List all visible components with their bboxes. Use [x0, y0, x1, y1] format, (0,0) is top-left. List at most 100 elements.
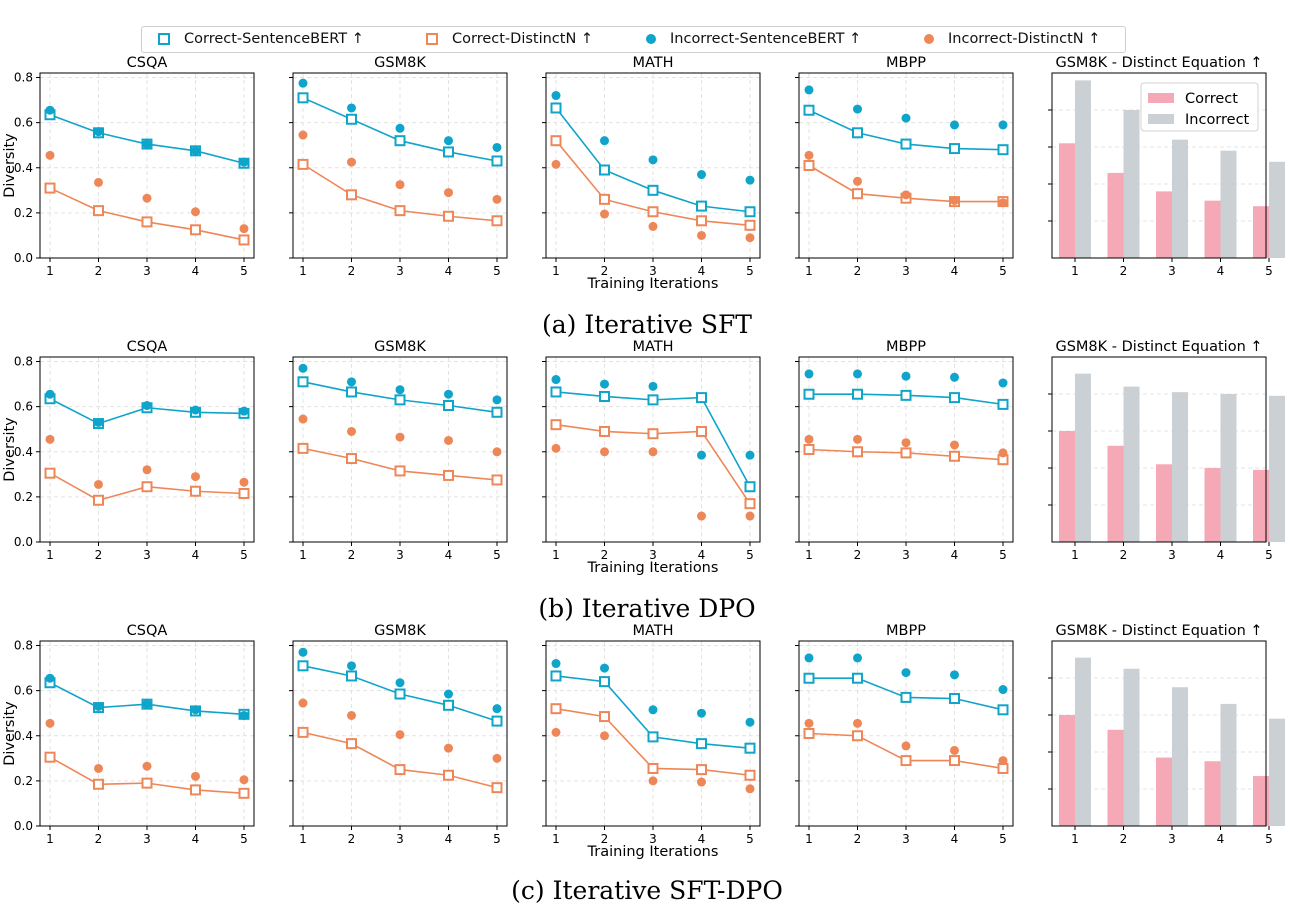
data-point-circle [648, 776, 658, 786]
panel-frame [292, 640, 508, 827]
data-point-square [647, 184, 659, 196]
panel-frame [39, 356, 255, 543]
data-point-circle [298, 363, 308, 373]
data-point-square [803, 728, 815, 739]
data-point-circle [901, 741, 911, 751]
panel-line-2-2: GSM8K 1 2 3 4 5 [289, 339, 508, 562]
data-point-circle [745, 784, 755, 794]
data-point-circle [142, 465, 152, 475]
bar-legend: Correct Incorrect [1140, 82, 1259, 132]
data-point-square [949, 755, 960, 767]
y-tick-label: 0.8 [14, 639, 33, 653]
data-point-circle [745, 175, 755, 185]
data-point-circle [239, 157, 249, 167]
data-point-circle [853, 718, 862, 728]
panel-line-2-4: MBPP 1 2 3 4 5 [795, 339, 1014, 562]
bar-incorrect [1172, 139, 1188, 258]
data-point-circle [444, 389, 453, 399]
bar-correct [1156, 464, 1172, 542]
data-point-circle [853, 434, 862, 444]
bar-correct [1204, 468, 1221, 542]
bar-correct [1253, 469, 1269, 542]
panel-frame [545, 640, 761, 827]
x-tick-label: 3 [902, 548, 910, 562]
x-tick-label: 4 [698, 832, 706, 846]
data-point-square [900, 691, 912, 703]
data-point-circle [745, 511, 755, 521]
data-point-circle [191, 146, 200, 156]
x-tick-label: 4 [445, 264, 453, 278]
data-point-circle [745, 233, 755, 243]
x-axis-label: Training Iterations [587, 276, 719, 292]
data-point-circle [853, 369, 862, 379]
x-tick-label: 4 [951, 264, 959, 278]
y-tick-label: 0.4 [14, 729, 33, 743]
y-axis-label: Diversity [2, 417, 18, 482]
x-tick-label: 2 [348, 548, 356, 562]
data-point-circle [395, 180, 405, 190]
panel-line-3-2: GSM8K 1 2 3 4 5 [289, 623, 508, 846]
data-point-circle [901, 371, 911, 381]
data-point-square [852, 446, 863, 458]
data-point-circle [600, 209, 609, 219]
data-point-square [647, 762, 659, 774]
panel-frame [1051, 640, 1267, 827]
bar-incorrect [1172, 392, 1188, 542]
data-point-square [647, 394, 659, 406]
panel-frame [39, 640, 255, 827]
x-tick-label: 5 [999, 264, 1007, 278]
x-tick-label: 1 [299, 264, 307, 278]
x-tick-label: 1 [1071, 264, 1079, 278]
data-point-square [44, 751, 56, 763]
panel-frame [798, 356, 1014, 543]
panel-bar-1-5: GSM8K - Distinct Equation ↑ 1 2 3 4 5 Correct I… [1048, 55, 1285, 278]
panel-title: GSM8K - Distinct Equation ↑ [1055, 623, 1262, 639]
data-point-square [93, 778, 104, 790]
data-point-circle [347, 710, 356, 720]
x-tick-label: 4 [951, 832, 959, 846]
panel-title: GSM8K [374, 339, 426, 355]
data-point-square [394, 135, 406, 147]
y-tick-label: 0.2 [14, 206, 33, 220]
data-point-circle [492, 704, 502, 714]
y-tick-label: 0.2 [14, 774, 33, 788]
panel-frame [545, 356, 761, 543]
data-point-square [599, 711, 610, 723]
bar-incorrect [1123, 110, 1140, 258]
data-point-square [443, 400, 454, 412]
x-tick-label: 2 [601, 264, 609, 278]
data-point-square [599, 390, 610, 402]
x-tick-label: 1 [552, 548, 560, 562]
data-point-square [297, 376, 309, 388]
panel-line-3-3: MATH 1 2 3 4 5 [542, 623, 761, 846]
bar-incorrect [1075, 657, 1091, 826]
bar-correct [1156, 191, 1172, 258]
data-point-circle [347, 377, 356, 387]
data-point-square [550, 386, 562, 398]
data-point-square [44, 467, 56, 479]
x-tick-label: 5 [493, 832, 501, 846]
data-point-square [443, 469, 454, 481]
x-tick-label: 5 [746, 832, 754, 846]
data-point-square [900, 755, 912, 767]
data-point-square [346, 670, 357, 682]
data-point-circle [298, 414, 308, 424]
data-point-square [550, 102, 562, 114]
bar-correct [1107, 445, 1124, 542]
data-point-circle [697, 450, 706, 460]
data-point-square [900, 389, 912, 401]
square-marker-icon [158, 33, 170, 45]
data-point-square [744, 498, 756, 510]
data-point-square [93, 494, 104, 506]
data-point-circle [444, 136, 453, 146]
panel-bar-3-5: GSM8K - Distinct Equation ↑ 1 2 3 4 5 [1048, 623, 1285, 846]
data-point-square [44, 182, 56, 194]
data-point-circle [648, 447, 658, 457]
data-point-square [346, 189, 357, 201]
data-point-circle [697, 777, 706, 787]
x-tick-label: 1 [46, 264, 54, 278]
data-point-circle [444, 689, 453, 699]
data-point-circle [94, 417, 103, 427]
data-point-circle [298, 698, 308, 708]
x-tick-label: 1 [1071, 548, 1079, 562]
